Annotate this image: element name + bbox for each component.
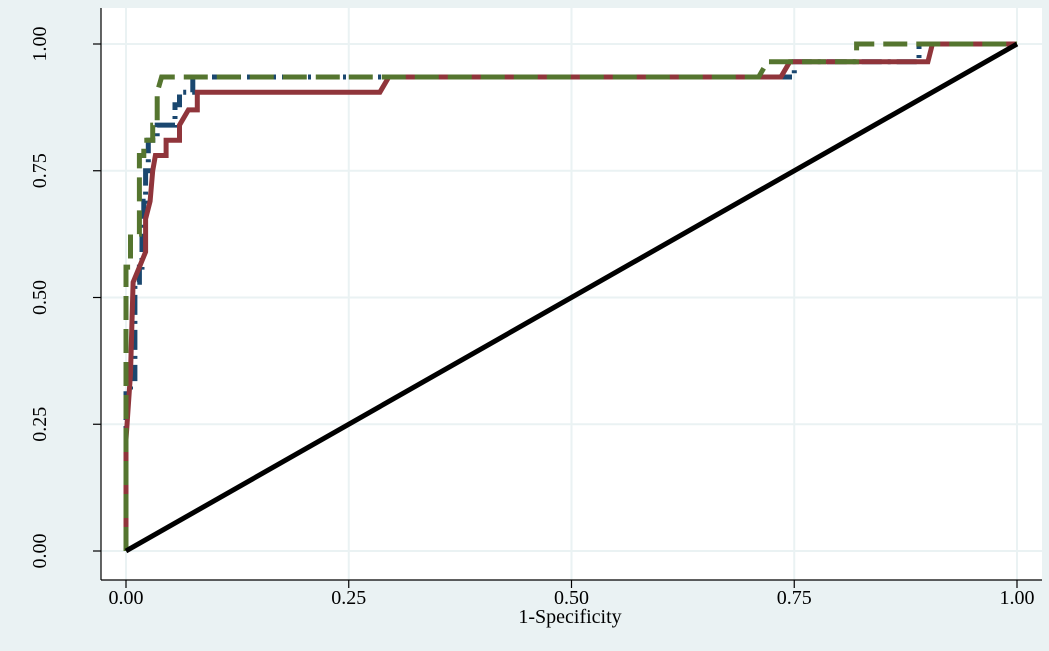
x-tick-label: 0.50: [554, 587, 589, 609]
x-tick-label: 1.00: [1000, 587, 1035, 609]
y-tick-label: 1.00: [29, 27, 51, 62]
x-tick-label: 0.25: [331, 587, 366, 609]
series-group: [123, 41, 1019, 554]
series-line-4: [124, 41, 1019, 554]
y-tick-label: 0.50: [29, 280, 51, 315]
y-tick-label: 0.25: [29, 407, 51, 442]
series-line-3: [123, 41, 1017, 551]
x-axis-title: 1-Specificity: [518, 606, 621, 628]
x-tick-label: 0.75: [777, 587, 812, 609]
y-tick-label: 0.75: [29, 153, 51, 188]
series-line-2: [123, 41, 1017, 551]
x-tick-label: 0.00: [109, 587, 144, 609]
axes: [93, 8, 1042, 588]
tick-labels: 0.00 0.25 0.50 0.75 1.00 0.00 0.25 0.50 0.75 1.00: [29, 27, 1035, 610]
y-tick-label: 0.00: [29, 534, 51, 569]
